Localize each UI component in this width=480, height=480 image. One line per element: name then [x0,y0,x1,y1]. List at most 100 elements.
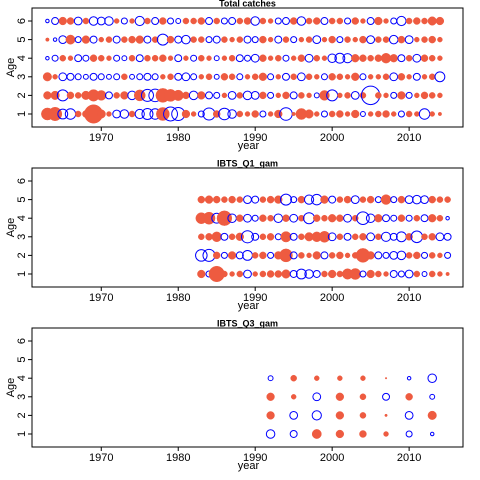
residual-bubble [375,270,382,278]
residual-bubble [427,373,437,383]
residual-bubble [344,74,351,80]
residual-bubble [96,16,106,26]
residual-bubble [121,55,128,62]
y-tick-label: 3 [16,234,28,240]
residual-bubble [366,269,375,279]
residual-bubble [236,270,244,278]
residual-bubble [383,18,389,24]
residual-bubble [106,73,112,80]
residual-bubble [389,270,398,278]
residual-bubble [374,54,383,62]
residual-bubble [251,232,260,241]
residual-bubble [220,251,228,259]
plot-frame [31,167,464,288]
residual-bubble [437,271,443,277]
residual-bubble [58,35,68,44]
y-tick-label: 2 [16,92,28,98]
residual-bubble [412,53,422,63]
residual-bubble [144,17,151,25]
residual-bubble [359,73,367,81]
residual-bubble [74,36,82,44]
residual-bubble [380,231,392,242]
residual-bubble [429,393,436,400]
residual-bubble [259,17,267,25]
residual-bubble [290,55,297,61]
residual-bubble [279,248,293,263]
residual-bubble [344,111,351,117]
y-tick-label: 5 [16,37,28,43]
residual-bubble [356,211,370,225]
residual-bubble [221,92,228,99]
residual-bubble [188,90,199,101]
residual-bubble [274,35,283,44]
residual-bubble [242,249,253,261]
residual-bubble [366,251,375,260]
residual-bubble [236,110,244,118]
residual-bubble [195,249,208,262]
residual-bubble [58,72,68,82]
residual-bubble [266,270,275,278]
residual-bubble [274,109,283,119]
panel-title: IBTS_Q1_gam [217,158,278,168]
residual-bubble [298,233,305,241]
y-axis-label: Age [5,378,17,398]
residual-bubble [306,252,312,259]
residual-bubble [236,17,244,25]
residual-bubble [235,251,244,260]
residual-bubble [397,110,405,118]
residual-bubble [121,36,128,43]
residual-bubble [221,36,228,43]
residual-bubble [421,251,429,259]
residual-bubble [190,73,198,81]
residual-bubble [243,213,252,223]
x-tick-label: 2000 [320,132,344,144]
residual-bubble [205,73,213,81]
y-tick-label: 5 [16,357,28,363]
residual-bubble [183,55,189,61]
residual-bubble [343,213,352,223]
residual-bubble [305,73,313,81]
residual-bubble [320,251,329,260]
residual-bubble [220,17,228,25]
residual-bubble [405,17,413,25]
residual-bubble [397,73,406,81]
residual-bubble [228,54,236,62]
y-tick-label: 6 [16,178,28,184]
residual-bubble [213,73,220,80]
residual-bubble [274,195,283,204]
residual-bubble [273,213,284,223]
residual-bubble [159,54,167,62]
residual-bubble [420,54,429,62]
residual-bubble [318,231,331,243]
residual-bubble [375,233,382,241]
residual-bubble [89,54,98,62]
residual-bubble [336,36,344,44]
residual-bubble [120,91,129,100]
residual-bubble [89,72,98,81]
residual-bubble [281,269,291,279]
residual-bubble [259,91,267,100]
residual-bubble [274,17,282,25]
residual-bubble [367,54,374,62]
residual-bubble [405,110,413,118]
residual-bubble [42,72,52,82]
residual-bubble [251,110,259,118]
residual-bubble [435,232,445,242]
residual-bubble [352,36,358,43]
residual-bubble [259,110,267,118]
residual-bubble [321,270,328,278]
residual-bubble [251,73,259,81]
residual-bubble [297,54,306,62]
residual-bubble [421,17,428,25]
residual-bubble [303,212,316,225]
residual-bubble [312,251,321,260]
residual-bubble [259,251,267,260]
residual-bubble [427,410,437,420]
residual-bubble [213,17,220,25]
residual-bubble [374,251,383,260]
residual-bubble [250,91,260,100]
residual-bubble [267,55,274,61]
residual-bubble [244,74,251,80]
residual-bubble [243,269,252,279]
residual-bubble [437,252,443,259]
